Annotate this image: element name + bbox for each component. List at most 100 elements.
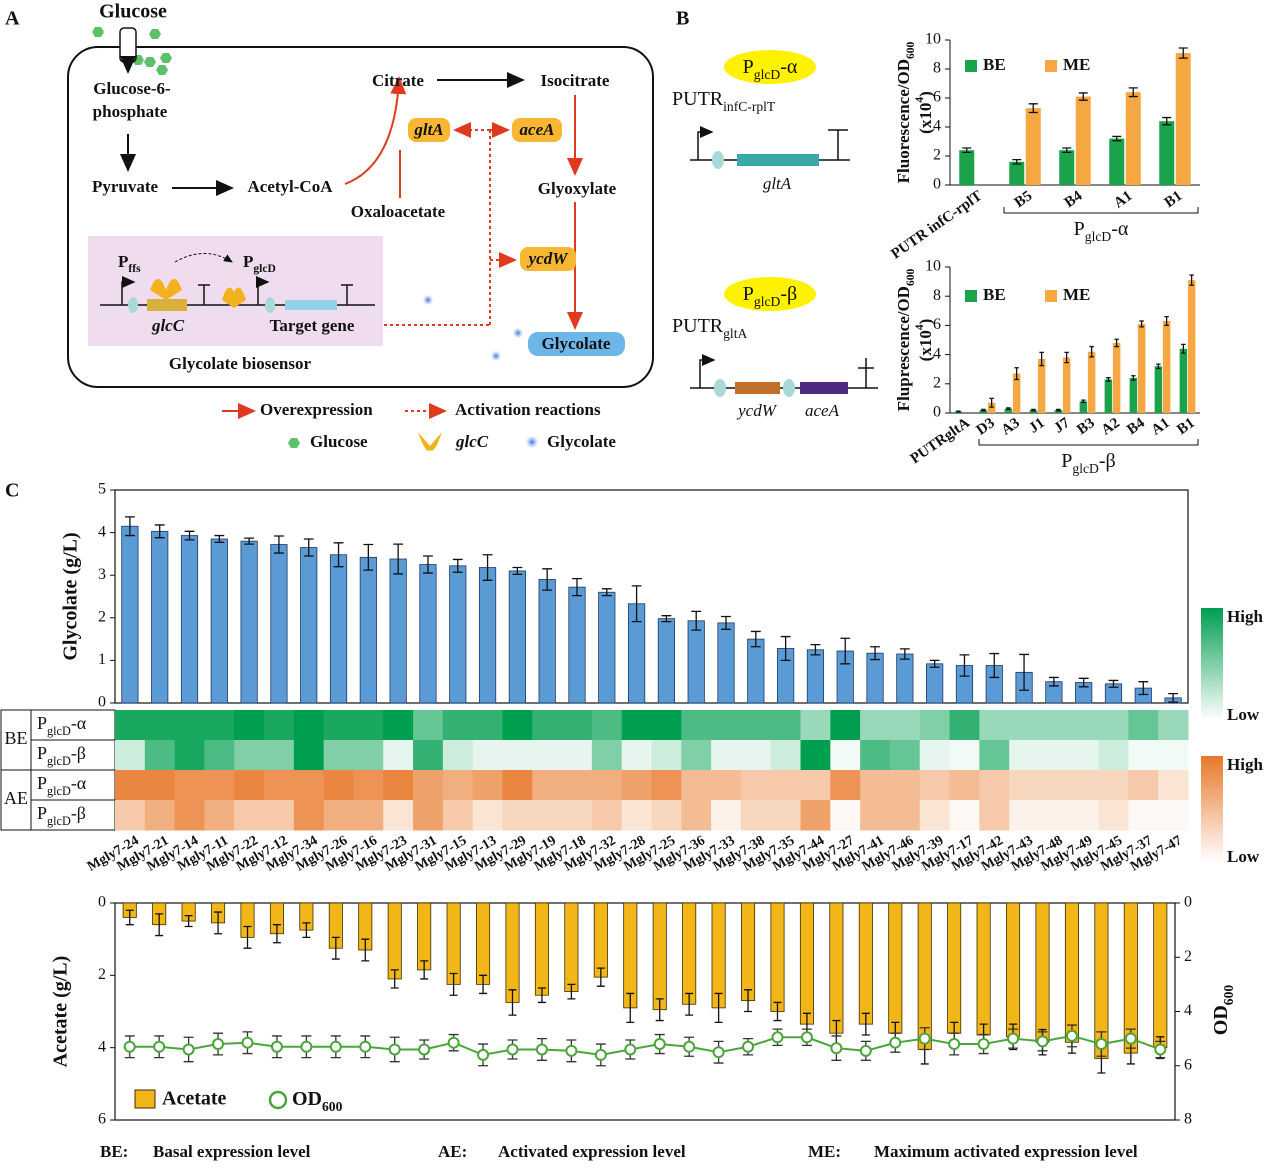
text-part: ) [916, 319, 935, 325]
bar [568, 586, 586, 704]
bar [534, 902, 549, 996]
text-part: -α [71, 773, 87, 793]
x-tick-label: J7 [1051, 415, 1073, 437]
heat-cell [442, 800, 474, 831]
heat-cell [144, 740, 176, 771]
x-tick-label: B1 [1174, 415, 1198, 438]
heat-cell [1128, 740, 1159, 771]
heat-cell [860, 770, 891, 801]
bar [505, 902, 520, 1003]
x-tick-label: B5 [1012, 188, 1036, 211]
heat-cell [115, 710, 146, 741]
heat-cell [472, 770, 503, 801]
bar [1159, 121, 1175, 185]
bar [1064, 902, 1079, 1043]
error-bar [929, 659, 940, 668]
heat-cell [800, 770, 831, 801]
text-part: -β [71, 743, 86, 763]
error-bar [714, 992, 723, 1023]
error-bar [1156, 363, 1161, 370]
error-bar [989, 652, 1000, 679]
pathway-diagram: Glucose Glucose-6- phosphate Pyruvate Ac… [67, 1, 654, 451]
promoter [699, 354, 716, 388]
heat-cell [502, 770, 533, 801]
heat-cell [711, 770, 742, 801]
point [1095, 1038, 1108, 1051]
point [800, 1031, 813, 1044]
panel-label: C [5, 480, 19, 502]
text-part: infC-rplT [723, 99, 776, 114]
heat-cell [472, 740, 503, 771]
y-axis-unit: (x104) [913, 319, 935, 362]
heat-cell [740, 740, 772, 771]
heat-cell [144, 710, 176, 741]
error-bar [1106, 377, 1111, 382]
text-part: P [243, 252, 253, 271]
x-tick-label: D3 [974, 415, 998, 439]
error-bar [214, 911, 223, 935]
enzyme-box [520, 247, 576, 271]
heat-cell [591, 800, 623, 831]
text-part: -β [71, 803, 86, 823]
error-bar [1178, 47, 1188, 59]
bar [593, 902, 608, 978]
footer-text: Basal expression level [153, 1142, 311, 1161]
heat-cell [1158, 740, 1189, 771]
y-tick-label: 2 [98, 966, 106, 983]
rbs [712, 151, 724, 169]
error-bar [810, 643, 821, 656]
heat-cell [413, 800, 444, 831]
point [889, 1036, 902, 1049]
error-bar [423, 555, 433, 574]
text-part: P [37, 773, 47, 793]
text-part: ffs [128, 262, 141, 275]
rbs [714, 379, 726, 397]
y-tick-label: 0 [933, 176, 941, 193]
row-label: PglcD-β [37, 803, 86, 828]
label: Target gene [270, 316, 355, 335]
heat-cell [800, 740, 831, 771]
heat-cell [979, 710, 1010, 741]
y-tick-label: 0 [98, 894, 106, 911]
error-bar [1039, 351, 1044, 367]
point [771, 1031, 784, 1044]
error-bar [331, 936, 340, 960]
y2-axis-label: OD600 [1210, 985, 1236, 1036]
y-tick-label: 2 [933, 147, 941, 164]
label: PUTRgltA [672, 315, 747, 341]
error-bar [482, 554, 493, 581]
error-bar [1131, 375, 1136, 381]
heat-cell [919, 740, 951, 771]
error-bar [721, 615, 731, 630]
label: phosphate [93, 102, 168, 121]
text-part: 600 [322, 1099, 343, 1114]
heat-cell [562, 740, 593, 771]
bar [1109, 138, 1125, 185]
heat-cell [1158, 710, 1189, 741]
label: aceA [520, 120, 555, 139]
error-bar [1019, 653, 1029, 691]
bar [623, 902, 638, 1009]
bar [1153, 902, 1168, 1049]
point [948, 1038, 961, 1051]
heat-cell [1098, 740, 1129, 771]
bar [1129, 377, 1138, 413]
heat-cell [264, 800, 295, 831]
bar [1075, 96, 1091, 185]
error-bar [272, 924, 281, 944]
heat-cell [800, 800, 831, 831]
text-part: P [37, 803, 47, 823]
heat-cell [1128, 770, 1159, 801]
error-bar [333, 542, 344, 568]
y-tick-label: 4 [98, 523, 106, 540]
heat-cell [740, 710, 772, 741]
error-bar [244, 537, 255, 545]
y-axis-label: Glycolate (g/L) [60, 532, 82, 660]
legend-swatch [965, 60, 977, 72]
y-tick-label: 6 [933, 89, 941, 106]
rbs [128, 297, 138, 313]
bar [1125, 92, 1141, 185]
text-part: glcD [47, 784, 71, 798]
error-bar [363, 543, 374, 571]
heat-cell [681, 710, 712, 741]
